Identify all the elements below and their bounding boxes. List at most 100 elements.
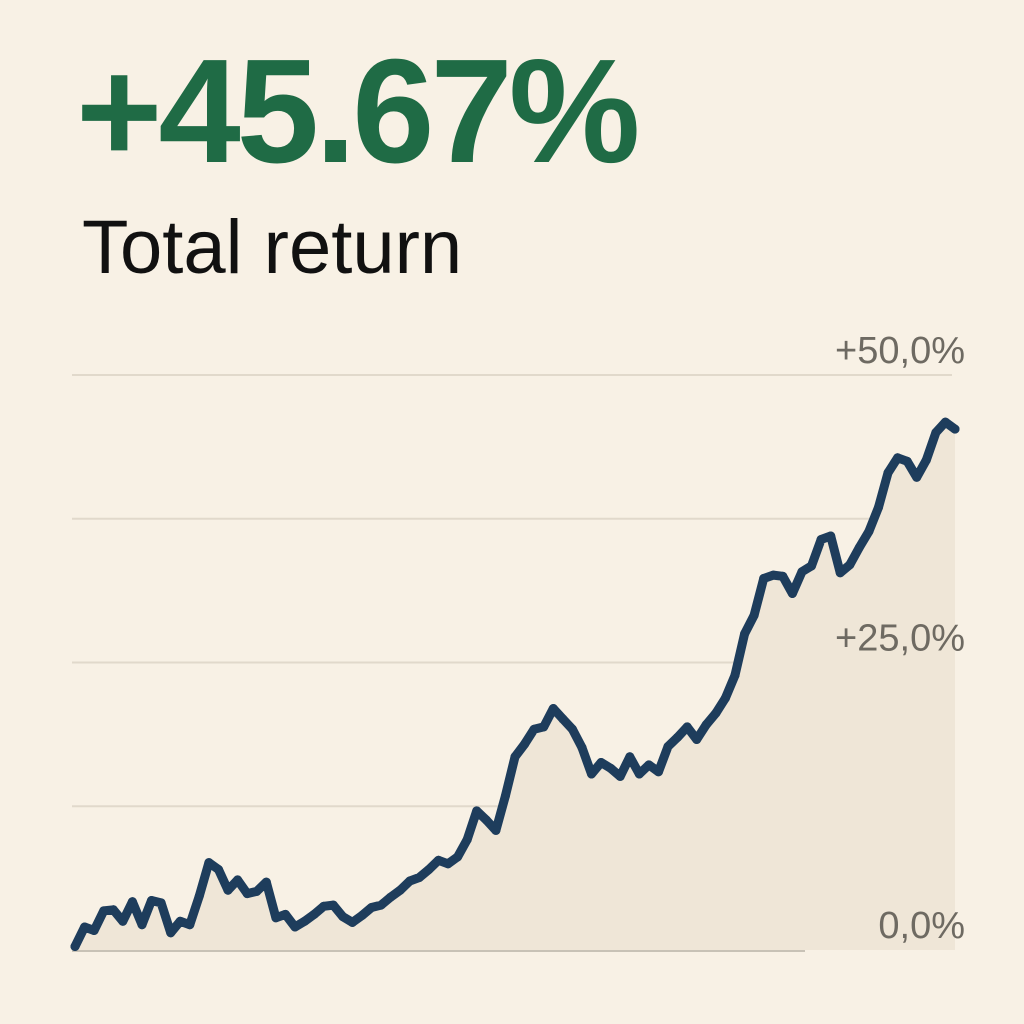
y-tick-label: +50,0% (835, 330, 965, 372)
y-tick-label: 0,0% (878, 905, 965, 947)
data-point (424, 865, 434, 874)
data-point (367, 903, 376, 912)
data-point (99, 906, 109, 916)
data-point (204, 858, 214, 868)
data-point (491, 825, 501, 835)
data-point (740, 629, 750, 639)
data-point (175, 916, 185, 926)
data-point (357, 911, 367, 920)
total-return-value: +45.67% (76, 29, 640, 194)
data-point (548, 704, 558, 713)
data-point (252, 886, 262, 896)
total-return-label: Total return (82, 205, 463, 290)
data-point (797, 567, 807, 577)
data-point (577, 743, 587, 753)
data-point (778, 571, 788, 581)
data-point (835, 568, 845, 578)
data-point (596, 758, 606, 767)
data-point (137, 920, 147, 930)
data-point (347, 917, 357, 927)
data-point (166, 928, 176, 938)
data-point (156, 898, 166, 908)
data-point (280, 909, 290, 919)
data-point (854, 543, 864, 552)
data-point (261, 877, 271, 887)
data-point (644, 760, 654, 770)
data-point (386, 892, 396, 902)
data-point (453, 852, 463, 862)
data-point (692, 735, 702, 744)
data-point (826, 531, 836, 541)
data-point (147, 896, 156, 905)
data-point (290, 922, 300, 932)
data-point (606, 763, 616, 773)
data-point (443, 859, 453, 869)
data-point (194, 891, 204, 901)
data-point (682, 722, 692, 732)
data-point (309, 909, 319, 919)
data-point (223, 885, 233, 895)
data-point (472, 806, 482, 816)
data-point (950, 424, 960, 434)
data-point (395, 885, 405, 895)
data-point (921, 455, 931, 465)
data-point (654, 767, 663, 777)
data-points (70, 417, 960, 951)
data-point (768, 570, 778, 580)
data-point (89, 926, 99, 935)
data-point (625, 752, 635, 762)
data-point (319, 901, 329, 911)
data-point (730, 670, 740, 680)
data-point (816, 535, 826, 544)
area-fill (75, 422, 955, 951)
data-point (70, 942, 80, 951)
data-point (749, 610, 759, 620)
data-point (185, 920, 195, 930)
data-point (567, 724, 577, 734)
data-point (529, 724, 539, 734)
data-point (510, 752, 520, 762)
data-point (759, 574, 769, 583)
data-point (462, 835, 472, 845)
data-point (874, 502, 883, 512)
area-layer (75, 422, 955, 951)
data-point (615, 771, 625, 781)
data-point (558, 714, 568, 724)
data-point (434, 855, 443, 865)
data-point (242, 889, 252, 899)
data-point (338, 912, 348, 922)
data-point (108, 905, 118, 915)
data-point (893, 453, 903, 463)
data-point (912, 472, 922, 482)
data-point (673, 732, 683, 742)
data-point (720, 693, 730, 703)
data-point (634, 769, 644, 779)
data-point (931, 428, 941, 437)
data-point (845, 560, 855, 570)
data-point (902, 456, 912, 466)
data-point (271, 913, 281, 923)
data-point (701, 720, 711, 730)
data-point (711, 708, 721, 718)
data-point (520, 739, 530, 749)
data-point (233, 875, 243, 885)
y-axis-labels: 0,0% +25,0% +50,0% (835, 330, 965, 947)
data-point (587, 769, 596, 779)
data-point (376, 900, 386, 910)
y-tick-label: +25,0% (835, 618, 965, 660)
data-point (214, 865, 223, 874)
data-point (127, 897, 137, 907)
data-point (864, 526, 874, 536)
data-point (500, 791, 510, 801)
data-point (118, 916, 128, 926)
data-point (807, 561, 816, 571)
data-point (940, 417, 950, 427)
data-point (80, 922, 90, 932)
data-point (300, 916, 310, 926)
data-point (328, 900, 338, 910)
data-point (539, 722, 549, 732)
data-point (883, 468, 893, 478)
data-point (663, 742, 673, 751)
